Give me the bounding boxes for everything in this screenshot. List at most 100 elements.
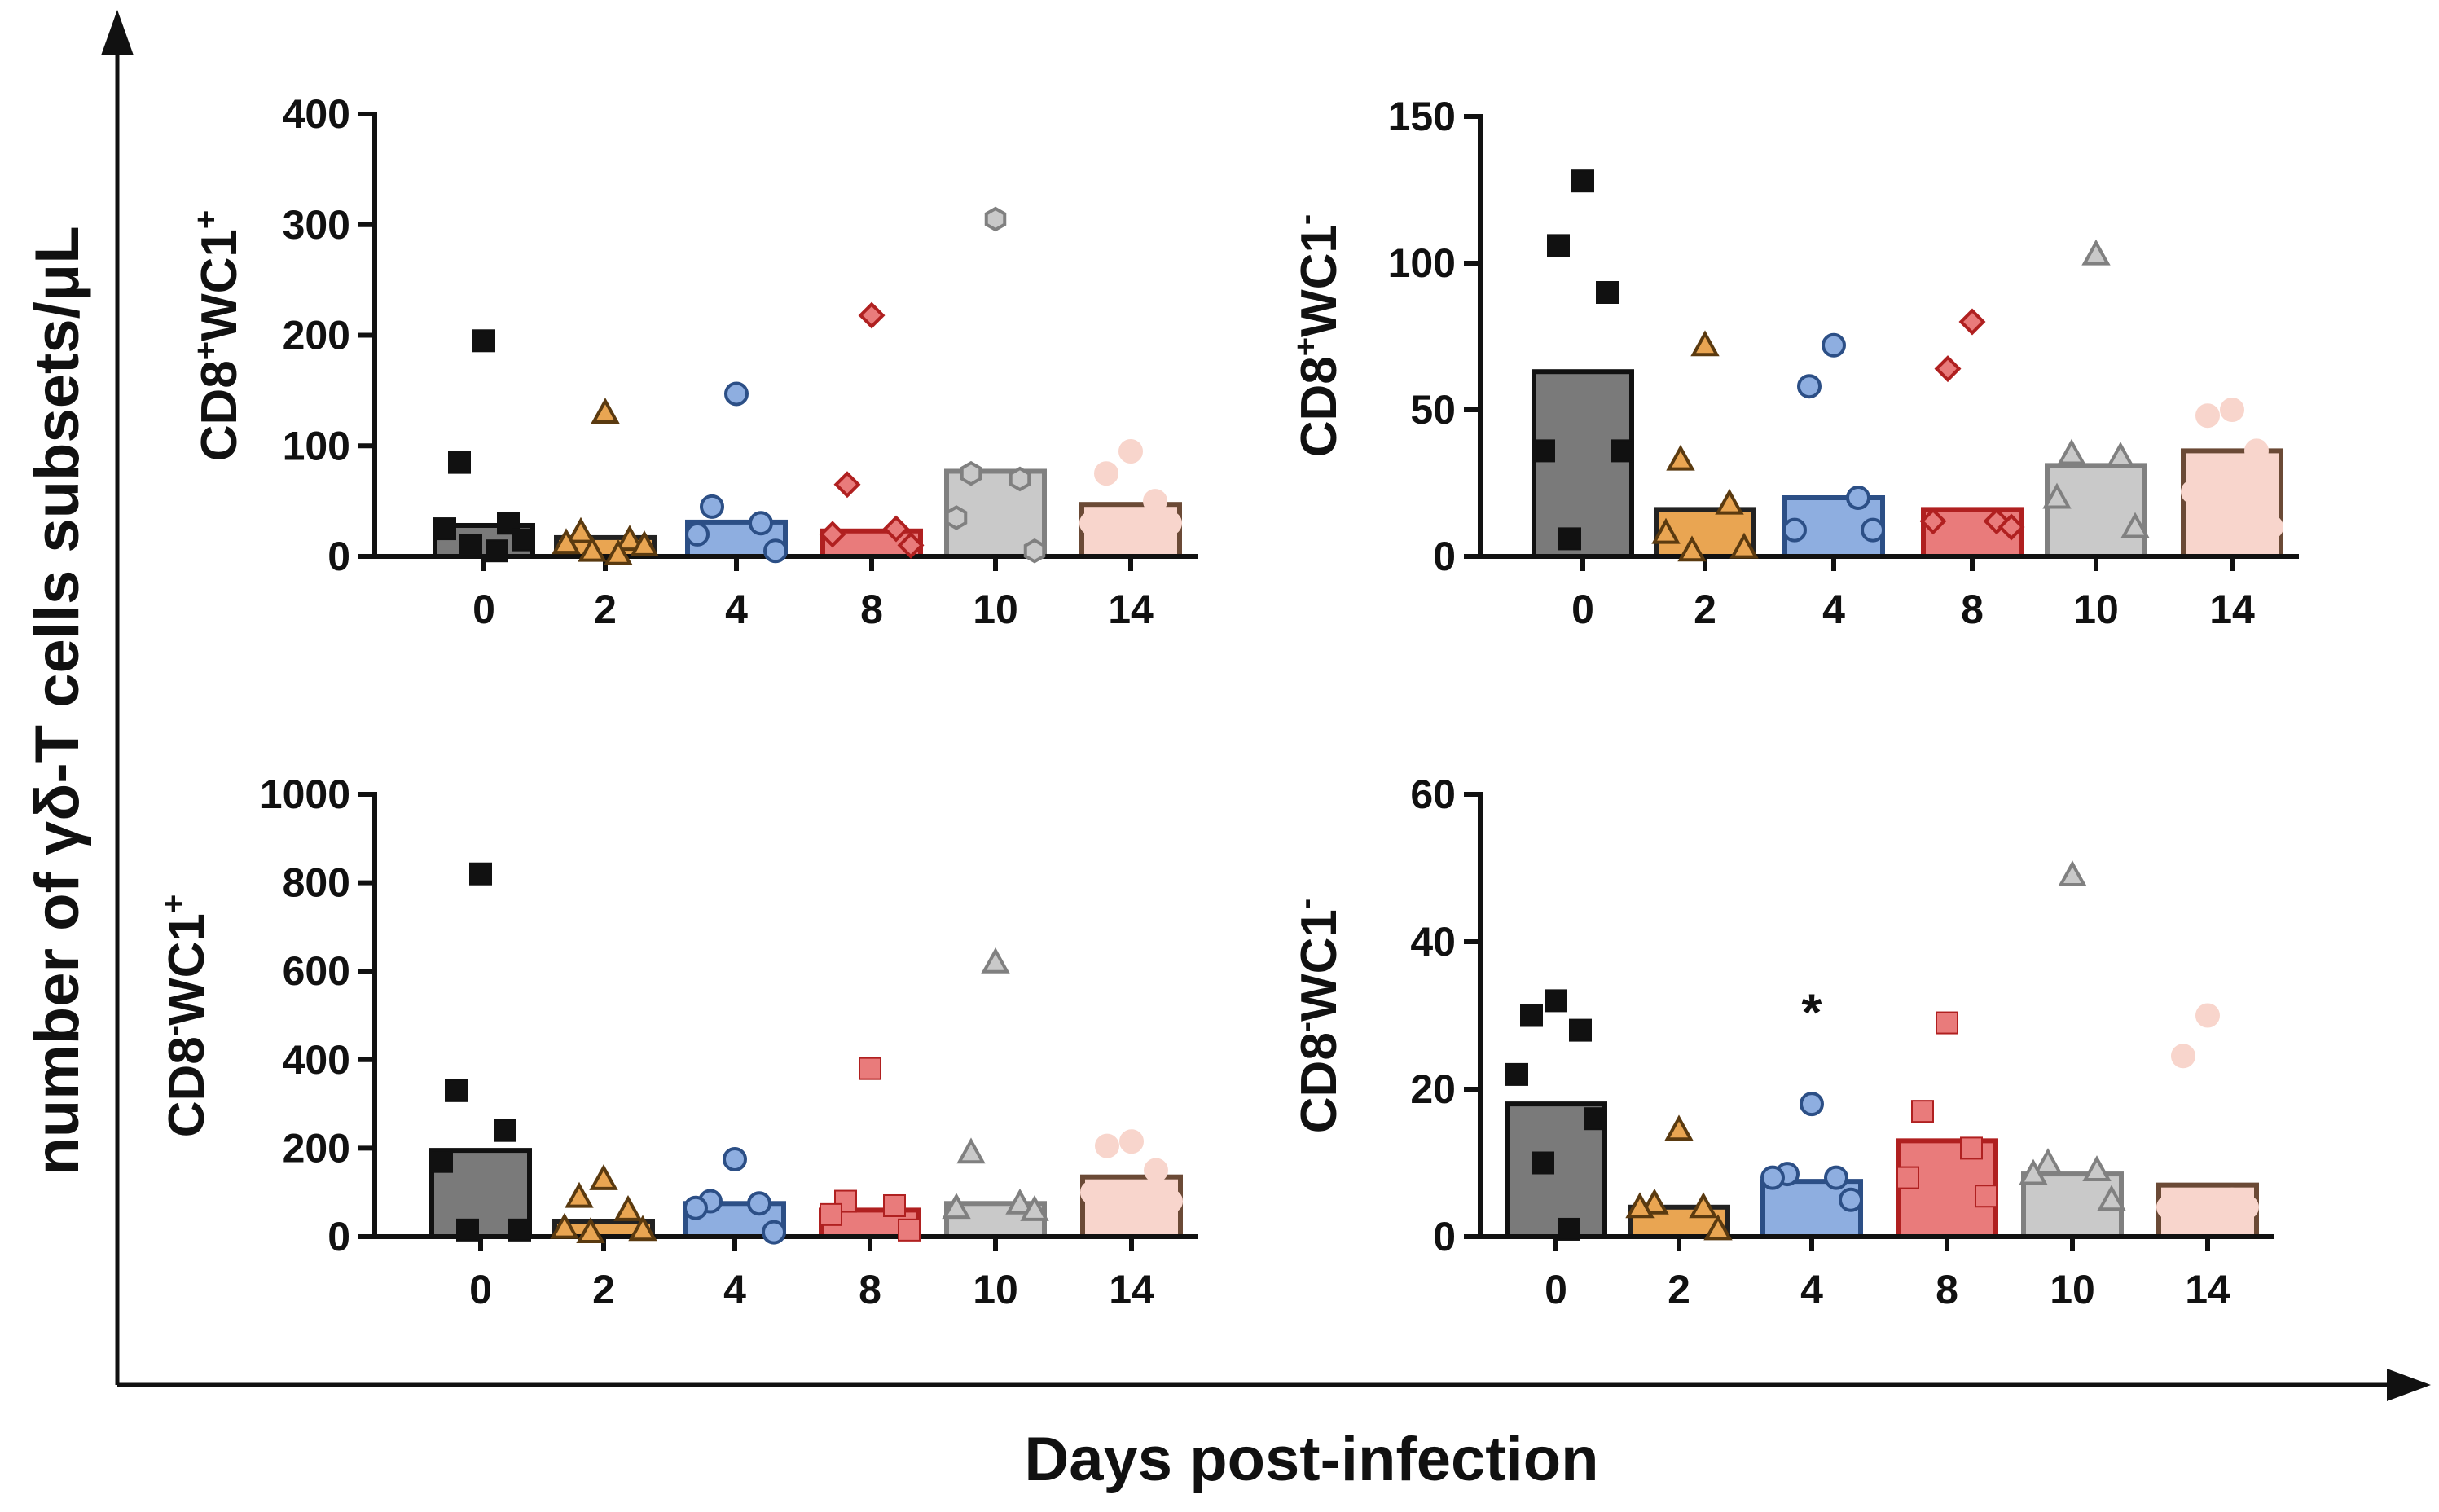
data-point-day-14 — [2171, 1044, 2195, 1069]
bar-day-0 — [1532, 369, 1634, 560]
data-point-day-8 — [882, 515, 910, 543]
data-point-day-10 — [1005, 1188, 1035, 1215]
data-point-day-14 — [1143, 489, 1167, 514]
data-point-day-14 — [2195, 403, 2220, 429]
x-tick-label: 4 — [723, 1267, 746, 1312]
data-point-day-4 — [1824, 1165, 1848, 1190]
data-point-day-14 — [2244, 438, 2269, 464]
x-tick-label: 2 — [594, 587, 617, 632]
data-point-day-2 — [566, 516, 595, 543]
data-point-day-2 — [1715, 488, 1744, 515]
y-tick-label: 200 — [283, 1125, 350, 1171]
data-point-day-2 — [1666, 444, 1695, 471]
x-tick-label: 10 — [973, 1267, 1018, 1312]
data-point-day-14 — [1094, 461, 1118, 486]
panel-4: 0 20 40 60 0 2 4 8 10 14 * CD8-WC1- — [1288, 771, 2274, 1312]
data-point-day-10 — [2081, 239, 2111, 266]
data-point-day-2 — [1690, 330, 1720, 357]
y-tick-label: 0 — [327, 1214, 350, 1259]
data-point-day-0 — [1571, 169, 1594, 193]
data-point-day-8 — [819, 521, 846, 548]
data-point-day-4 — [1797, 374, 1822, 399]
data-point-day-4 — [1760, 1165, 1785, 1190]
data-point-day-4 — [763, 538, 788, 564]
data-point-day-2 — [1651, 517, 1681, 544]
panel-3: 0 200 400 600 800 1000 0 2 4 8 10 14 CD8-WC1+ — [156, 771, 1198, 1312]
data-point-day-0 — [1547, 234, 1570, 257]
panel-y-label: CD8+WC1- — [1288, 214, 1347, 458]
data-point-day-2 — [550, 1212, 579, 1239]
data-point-day-8 — [1934, 355, 1962, 383]
data-point-day-10 — [981, 947, 1010, 974]
data-point-day-8 — [858, 301, 886, 329]
x-tick-label: 0 — [1571, 587, 1594, 632]
data-point-day-8 — [898, 1218, 921, 1242]
y-tick-label: 200 — [283, 313, 350, 358]
y-tick-label: 40 — [1410, 919, 1456, 965]
y-tick-label: 150 — [1388, 94, 1456, 139]
y-tick-label: 0 — [1433, 534, 1456, 579]
data-point-day-2 — [1625, 1192, 1655, 1219]
data-point-day-14 — [2220, 398, 2244, 422]
data-point-day-0 — [430, 1149, 453, 1173]
data-point-day-2 — [591, 398, 620, 424]
data-point-day-4 — [762, 1220, 786, 1245]
data-point-day-4 — [700, 494, 724, 519]
data-point-day-8 — [1896, 1166, 1919, 1189]
bar-day-10 — [2045, 463, 2147, 560]
data-point-day-4 — [1800, 1092, 1824, 1117]
data-point-day-0 — [459, 534, 482, 557]
data-point-day-14 — [1080, 1180, 1105, 1205]
data-point-day-2 — [552, 528, 581, 555]
y-tick-label: 100 — [1388, 240, 1456, 286]
data-point-day-0 — [486, 539, 508, 563]
data-point-day-10 — [1023, 538, 1046, 564]
figure-x-axis-label: Days post-infection — [1024, 1425, 1598, 1494]
data-point-day-2 — [1664, 1114, 1694, 1141]
x-tick-label: 0 — [472, 587, 495, 632]
data-point-day-10 — [2057, 438, 2086, 465]
data-point-day-2 — [1689, 1192, 1718, 1219]
x-tick-label: 4 — [725, 587, 748, 632]
y-tick-label: 800 — [283, 860, 350, 906]
data-point-day-0 — [469, 862, 492, 886]
y-tick-label: 60 — [1410, 771, 1456, 817]
x-tick-label: 14 — [1108, 587, 1154, 632]
data-point-day-0 — [1545, 989, 1567, 1013]
data-point-day-2 — [1703, 1214, 1733, 1241]
data-point-day-0 — [433, 517, 456, 541]
data-point-day-10 — [942, 1193, 971, 1220]
data-point-day-0 — [494, 1119, 516, 1142]
data-point-day-2 — [565, 1181, 594, 1208]
data-point-day-2 — [589, 1163, 618, 1190]
panel-2: 0 50 100 150 0 2 4 8 10 14 CD8+WC1- — [1288, 94, 2299, 632]
x-tick-label: 0 — [1545, 1267, 1567, 1312]
y-tick-label: 600 — [283, 948, 350, 994]
data-point-day-0 — [1611, 439, 1633, 463]
data-point-day-14 — [1158, 511, 1182, 536]
x-tick-label: 2 — [592, 1267, 615, 1312]
y-tick-label: 20 — [1410, 1066, 1456, 1112]
data-point-day-14 — [1158, 1189, 1183, 1214]
data-point-day-10 — [1009, 466, 1031, 492]
data-point-day-0 — [512, 528, 534, 552]
data-point-day-0 — [1532, 1151, 1554, 1175]
x-tick-label: 10 — [2073, 587, 2119, 632]
data-point-day-10 — [2106, 442, 2135, 468]
data-point-day-2 — [578, 535, 607, 562]
x-tick-label: 4 — [1822, 587, 1845, 632]
data-point-day-10 — [956, 1137, 986, 1164]
data-point-day-14 — [2156, 1194, 2181, 1220]
data-point-day-8 — [1919, 508, 1947, 535]
data-point-day-14 — [2235, 1194, 2259, 1220]
data-point-day-10 — [2097, 1185, 2126, 1211]
y-tick-label: 100 — [283, 423, 350, 468]
data-point-day-14 — [1118, 439, 1143, 464]
x-tick-label: 2 — [1694, 587, 1716, 632]
x-tick-label: 10 — [2050, 1267, 2095, 1312]
data-point-day-10 — [945, 505, 968, 530]
data-point-day-10 — [960, 460, 982, 486]
data-point-day-10 — [2120, 512, 2150, 538]
